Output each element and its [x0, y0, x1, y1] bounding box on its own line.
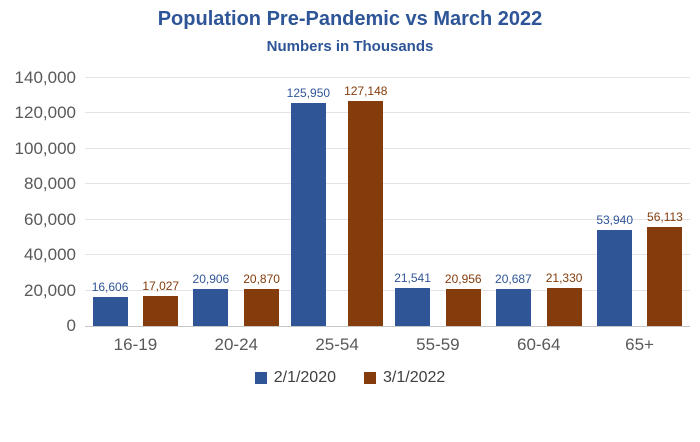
- gridline: [85, 183, 690, 185]
- bar: [647, 226, 683, 326]
- bar-group: 20,906 20,870: [186, 78, 287, 326]
- bar: [92, 296, 128, 326]
- bar: [495, 289, 531, 326]
- legend-label: 2/1/2020: [273, 369, 336, 386]
- y-tick-label: 80,000: [24, 174, 76, 194]
- bar-value-label: 21,330: [545, 271, 583, 286]
- bar-group: 16,606 17,027: [85, 78, 186, 326]
- legend: 2/1/2020 3/1/2022: [0, 369, 700, 387]
- bar-value-label: 17,027: [142, 278, 180, 293]
- x-tick-label: 55-59: [416, 335, 460, 354]
- x-axis: 16-19 20-24 25-54 55-59 60-64 65+: [85, 335, 690, 355]
- y-tick-label: 0: [66, 316, 76, 335]
- x-tick-label: 25-54: [315, 335, 359, 354]
- bar-value-label: 127,148: [344, 83, 388, 98]
- bar-value-label: 125,950: [286, 85, 331, 100]
- bar-group: 53,940 56,113: [589, 78, 690, 326]
- bar-value-label: 16,606: [91, 279, 129, 294]
- bar-group: 21,541 20,956: [388, 78, 489, 326]
- bar-column: 20,956: [445, 272, 482, 326]
- bar-column: 21,330: [545, 271, 583, 326]
- bar: [597, 230, 633, 326]
- bar-value-label: 20,687: [495, 272, 532, 287]
- bar-value-label: 53,940: [596, 213, 634, 228]
- x-tick-label: 60-64: [516, 335, 561, 354]
- bar: [395, 287, 431, 326]
- bar-column: 20,906: [192, 271, 230, 326]
- bar: [348, 100, 384, 326]
- bar-value-label: 20,956: [444, 271, 482, 286]
- bar-column: 56,113: [647, 210, 683, 326]
- y-tick-label: 40,000: [24, 245, 76, 265]
- bar: [546, 288, 582, 326]
- bar-group: 20,687 21,330: [488, 78, 589, 326]
- gridline: [85, 147, 690, 149]
- y-tick-label: 100,000: [14, 138, 76, 158]
- bar-column: 17,027: [142, 279, 179, 326]
- legend-item: 3/1/2022: [364, 369, 445, 387]
- gridline: [85, 77, 690, 78]
- bar-column: 20,687: [495, 272, 532, 326]
- bar-column: 20,870: [243, 272, 280, 326]
- gridline: [85, 289, 690, 291]
- bar: [244, 289, 280, 326]
- bar-column: 127,148: [344, 84, 387, 326]
- chart-subtitle: Numbers in Thousands: [266, 38, 434, 55]
- y-axis: 0 20,000 40,000 60,000 80,000 100,000 120,000 1…: [0, 68, 76, 335]
- bar-value-label: 21,541: [394, 270, 431, 285]
- chart-title: Population Pre-Pandemic vs March 2022: [157, 8, 543, 30]
- bar-column: 125,950: [287, 86, 330, 326]
- bar-column: 16,606: [91, 279, 129, 326]
- bar-group: 125,950 127,148: [287, 78, 388, 326]
- gridline: [85, 218, 690, 220]
- y-tick-label: 20,000: [24, 280, 76, 300]
- bar: [193, 288, 229, 326]
- bar: [445, 288, 481, 326]
- legend-item: 2/1/2020: [254, 369, 336, 387]
- y-tick-label: 140,000: [14, 68, 76, 87]
- legend-swatch-icon: [364, 372, 376, 384]
- x-tick-label: 65+: [625, 335, 654, 354]
- x-tick-label: 20-24: [214, 335, 258, 354]
- plot-area: 16,606 17,027 20,906 20,870 125,950 127,148 21…: [85, 77, 690, 327]
- y-tick-label: 60,000: [24, 209, 76, 229]
- bar-column: 21,541: [394, 271, 431, 326]
- bar: [290, 102, 326, 326]
- gridline: [85, 254, 690, 256]
- x-tick-label: 16-19: [113, 335, 158, 354]
- bar: [143, 295, 179, 326]
- bar-column: 53,940: [596, 213, 633, 326]
- bar-value-label: 56,113: [647, 209, 683, 224]
- gridline: [85, 112, 690, 114]
- legend-swatch-icon: [254, 372, 267, 384]
- bar-value-label: 20,906: [192, 271, 230, 286]
- bar-value-label: 20,870: [243, 272, 280, 287]
- x-axis-line: [85, 326, 690, 327]
- legend-label: 3/1/2022: [383, 369, 446, 386]
- y-tick-label: 120,000: [14, 103, 76, 123]
